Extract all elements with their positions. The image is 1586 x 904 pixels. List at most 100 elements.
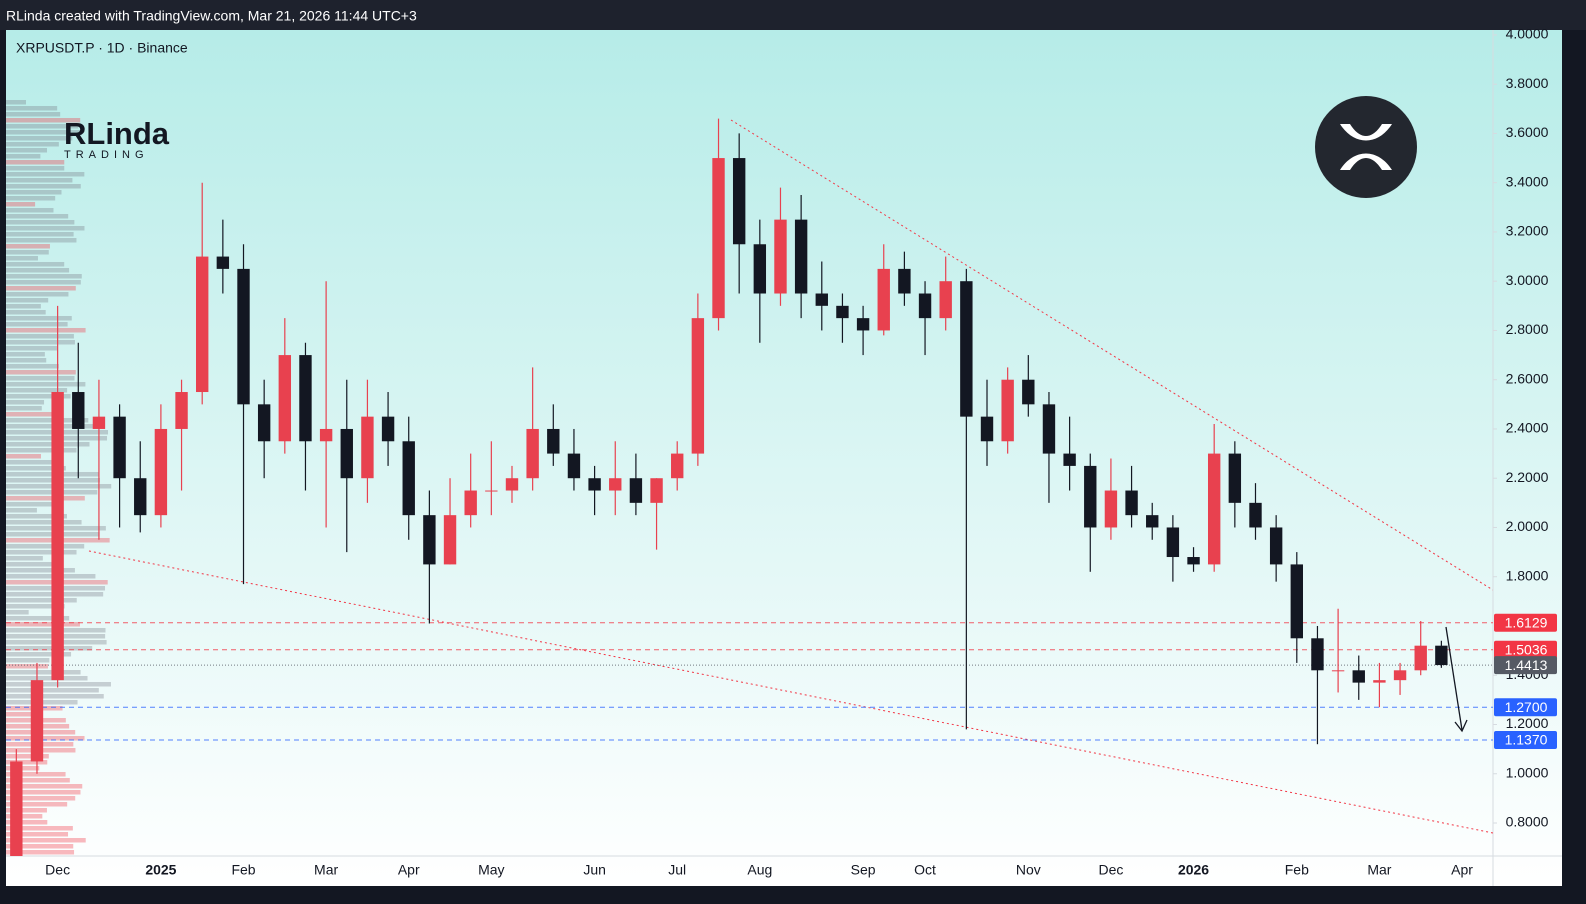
top-bar — [0, 0, 1586, 30]
candle-body — [1393, 670, 1407, 681]
profile-bar — [6, 238, 77, 243]
profile-bar — [6, 100, 26, 105]
x-tick-label: Dec — [45, 862, 70, 878]
y-tick-label: 1.8000 — [1506, 567, 1549, 583]
profile-bar — [6, 244, 50, 249]
profile-bar — [6, 676, 88, 681]
profile-bar — [6, 190, 62, 195]
upper-trendline — [730, 119, 1493, 591]
candle-body — [237, 268, 250, 405]
profile-bar — [6, 784, 83, 789]
candle-body — [918, 293, 932, 319]
x-tick-label: Mar — [1367, 862, 1391, 878]
profile-bar — [6, 376, 75, 381]
profile-bar — [6, 172, 85, 177]
y-tick-label: 1.0000 — [1506, 764, 1549, 780]
profile-bar — [6, 292, 69, 297]
candle-body — [960, 281, 973, 417]
x-tick-label: Feb — [231, 862, 255, 878]
lower-trendline — [88, 550, 1493, 834]
profile-bar — [6, 262, 65, 267]
profile-bar — [6, 310, 46, 315]
candle-body — [485, 490, 498, 492]
candle-body — [753, 244, 767, 294]
profile-bar — [6, 298, 49, 303]
profile-bar — [6, 142, 59, 147]
profile-bar — [6, 568, 75, 573]
y-tick-label: 3.8000 — [1506, 75, 1549, 91]
y-tick-label: 3.0000 — [1506, 272, 1549, 288]
level-label-box — [1494, 640, 1557, 659]
candle-body — [898, 268, 911, 294]
profile-bar — [6, 136, 73, 141]
x-tick-label: Dec — [1098, 862, 1123, 878]
trendlines — [88, 119, 1493, 834]
symbol: XRPUSDT.P · 1D · Binance — [16, 40, 188, 56]
candle-body — [1269, 527, 1283, 565]
level-label: 1.4413 — [1505, 657, 1548, 673]
candle-body — [1290, 564, 1303, 639]
profile-bar — [6, 496, 85, 501]
candle-body — [464, 490, 477, 516]
profile-bar — [6, 712, 38, 717]
profile-bar — [6, 826, 73, 831]
candle-body — [361, 416, 374, 479]
profile-bar — [6, 658, 50, 663]
profile-bar — [6, 556, 43, 561]
x-tick-label: Mar — [314, 862, 338, 878]
level-label: 1.6129 — [1505, 615, 1548, 631]
profile-bar — [6, 280, 81, 285]
profile-bar — [6, 364, 59, 369]
candle-body — [30, 680, 44, 762]
profile-bar — [6, 130, 82, 135]
profile-bar — [6, 418, 89, 423]
candle-body — [1414, 645, 1427, 671]
profile-bar — [6, 844, 74, 849]
candle-body — [794, 219, 808, 294]
profile-bar — [6, 544, 85, 549]
candle-body — [588, 478, 601, 491]
candle-body — [1125, 490, 1138, 516]
profile-bar — [6, 508, 37, 513]
level-label: 1.5036 — [1505, 641, 1548, 657]
candle-body — [1001, 379, 1014, 442]
profile-bar — [6, 400, 45, 405]
profile-bar — [6, 124, 79, 129]
profile-bar — [6, 574, 96, 579]
candle-body — [154, 428, 168, 516]
candle-body — [299, 355, 312, 442]
y-tick-label: 3.4000 — [1506, 173, 1549, 189]
candle-body — [1373, 680, 1386, 683]
profile-bar — [6, 820, 48, 825]
profile-bar — [6, 460, 56, 465]
profile-bar — [6, 328, 86, 333]
profile-bar — [6, 106, 58, 111]
candle-body — [1228, 453, 1242, 503]
y-tick-label: 3.2000 — [1506, 223, 1549, 239]
candle-body — [567, 453, 581, 479]
level-label: 1.2700 — [1505, 699, 1548, 715]
candle-body — [1311, 638, 1324, 671]
level-label-box — [1494, 613, 1557, 632]
candle-body — [650, 478, 663, 503]
candle-body — [10, 761, 23, 856]
y-tick-label: 4.0000 — [1506, 26, 1549, 42]
x-tick-label: Jul — [668, 862, 686, 878]
candle-body — [939, 281, 952, 319]
profile-bar — [6, 256, 38, 261]
x-tick-label: Nov — [1016, 862, 1041, 878]
profile-bar — [6, 850, 75, 855]
profile-bar — [6, 814, 43, 819]
candle-body — [877, 268, 890, 331]
credit: RLinda created with TradingView.com, Mar… — [6, 8, 417, 24]
candles — [10, 118, 1448, 856]
candle-body — [1207, 453, 1221, 565]
profile-bar — [6, 610, 29, 615]
profile-bar — [6, 670, 81, 675]
profile-bar — [6, 274, 82, 279]
profile-bar — [6, 118, 81, 123]
level-label-box — [1494, 731, 1557, 750]
profile-bar — [6, 736, 85, 741]
